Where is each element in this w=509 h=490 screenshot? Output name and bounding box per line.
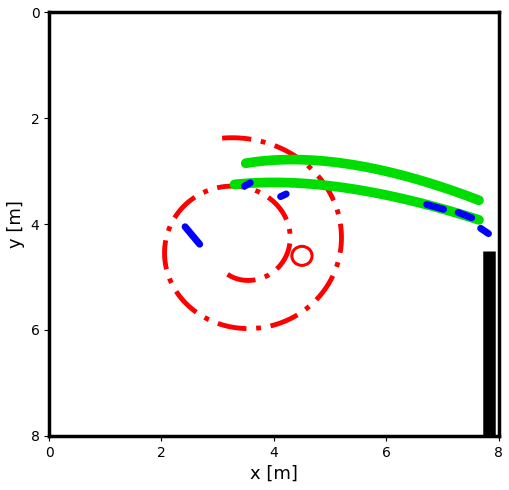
X-axis label: x [m]: x [m] [249,465,297,483]
Y-axis label: y [m]: y [m] [7,200,25,248]
